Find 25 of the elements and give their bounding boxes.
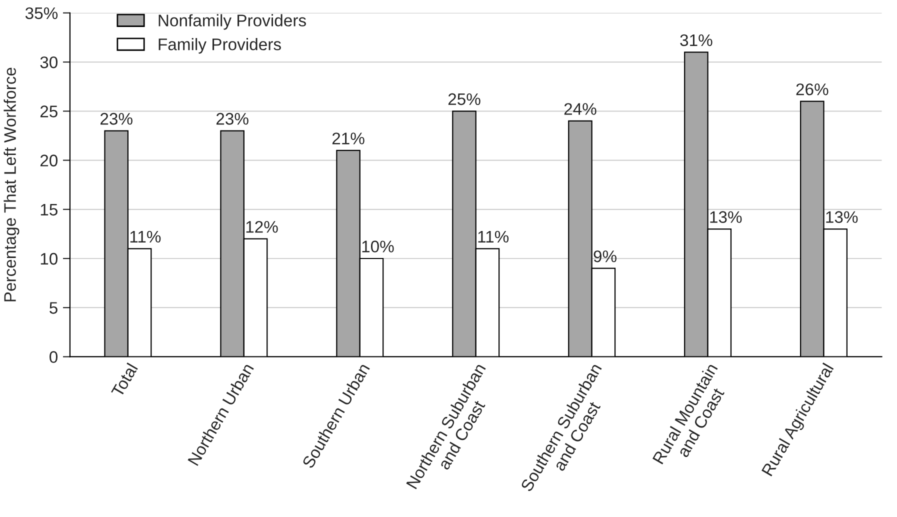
data-label: 26% [796, 83, 828, 96]
data-label: 11% [130, 230, 161, 243]
data-label: 23% [100, 112, 132, 125]
data-label: 13% [710, 211, 742, 223]
legend-label: Family Providers [158, 38, 281, 54]
data-label: 13% [826, 211, 858, 223]
data-label: 23% [216, 112, 248, 125]
data-label: 31% [680, 34, 712, 46]
data-label: 21% [332, 132, 364, 144]
y-tick-label: 35% [25, 7, 58, 20]
y-tick-label: 10 [40, 252, 58, 265]
y-tick-label: 15 [40, 204, 58, 216]
y-tick-label: 0 [50, 351, 58, 363]
y-tick-label: 20 [40, 154, 58, 166]
data-label: 12% [246, 220, 278, 233]
y-tick-label: 25 [40, 106, 58, 118]
data-label: 11% [478, 230, 509, 243]
data-label: 10% [362, 240, 394, 252]
y-tick-label: 5 [50, 302, 58, 314]
legend-label: Nonfamily Providers [158, 14, 306, 30]
data-label: 9% [594, 250, 616, 262]
y-axis-title: Percentage That Left Workforce [4, 68, 20, 302]
data-label: 24% [564, 103, 596, 115]
data-label: 25% [448, 93, 480, 106]
y-tick-label: 30 [40, 56, 58, 68]
